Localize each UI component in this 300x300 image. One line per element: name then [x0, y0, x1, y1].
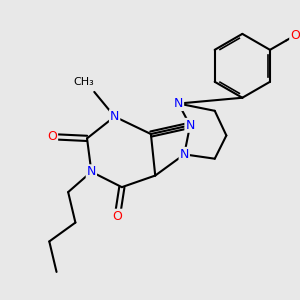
- Text: N: N: [174, 97, 183, 110]
- Text: N: N: [185, 119, 195, 132]
- Text: CH₃: CH₃: [74, 77, 94, 87]
- Text: O: O: [112, 210, 122, 223]
- Text: O: O: [290, 29, 300, 42]
- Text: O: O: [47, 130, 57, 143]
- Text: N: N: [110, 110, 119, 123]
- Text: N: N: [180, 148, 189, 161]
- Text: N: N: [87, 165, 96, 178]
